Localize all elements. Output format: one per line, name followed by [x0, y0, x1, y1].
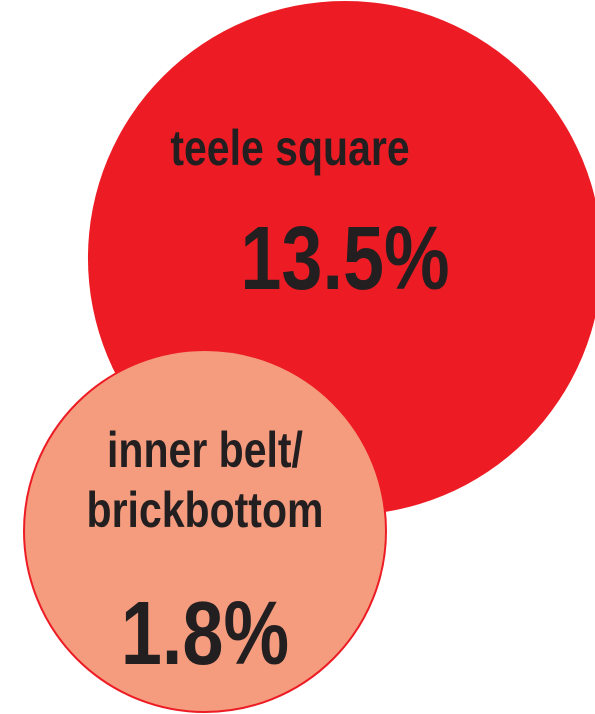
value-label: 1.8% — [120, 584, 290, 684]
bubble-label: inner belt/ brickbottom — [86, 422, 324, 538]
bubble-label: teele square — [170, 120, 410, 176]
value-label: 13.5% — [240, 209, 450, 309]
bubble — [23, 349, 387, 713]
